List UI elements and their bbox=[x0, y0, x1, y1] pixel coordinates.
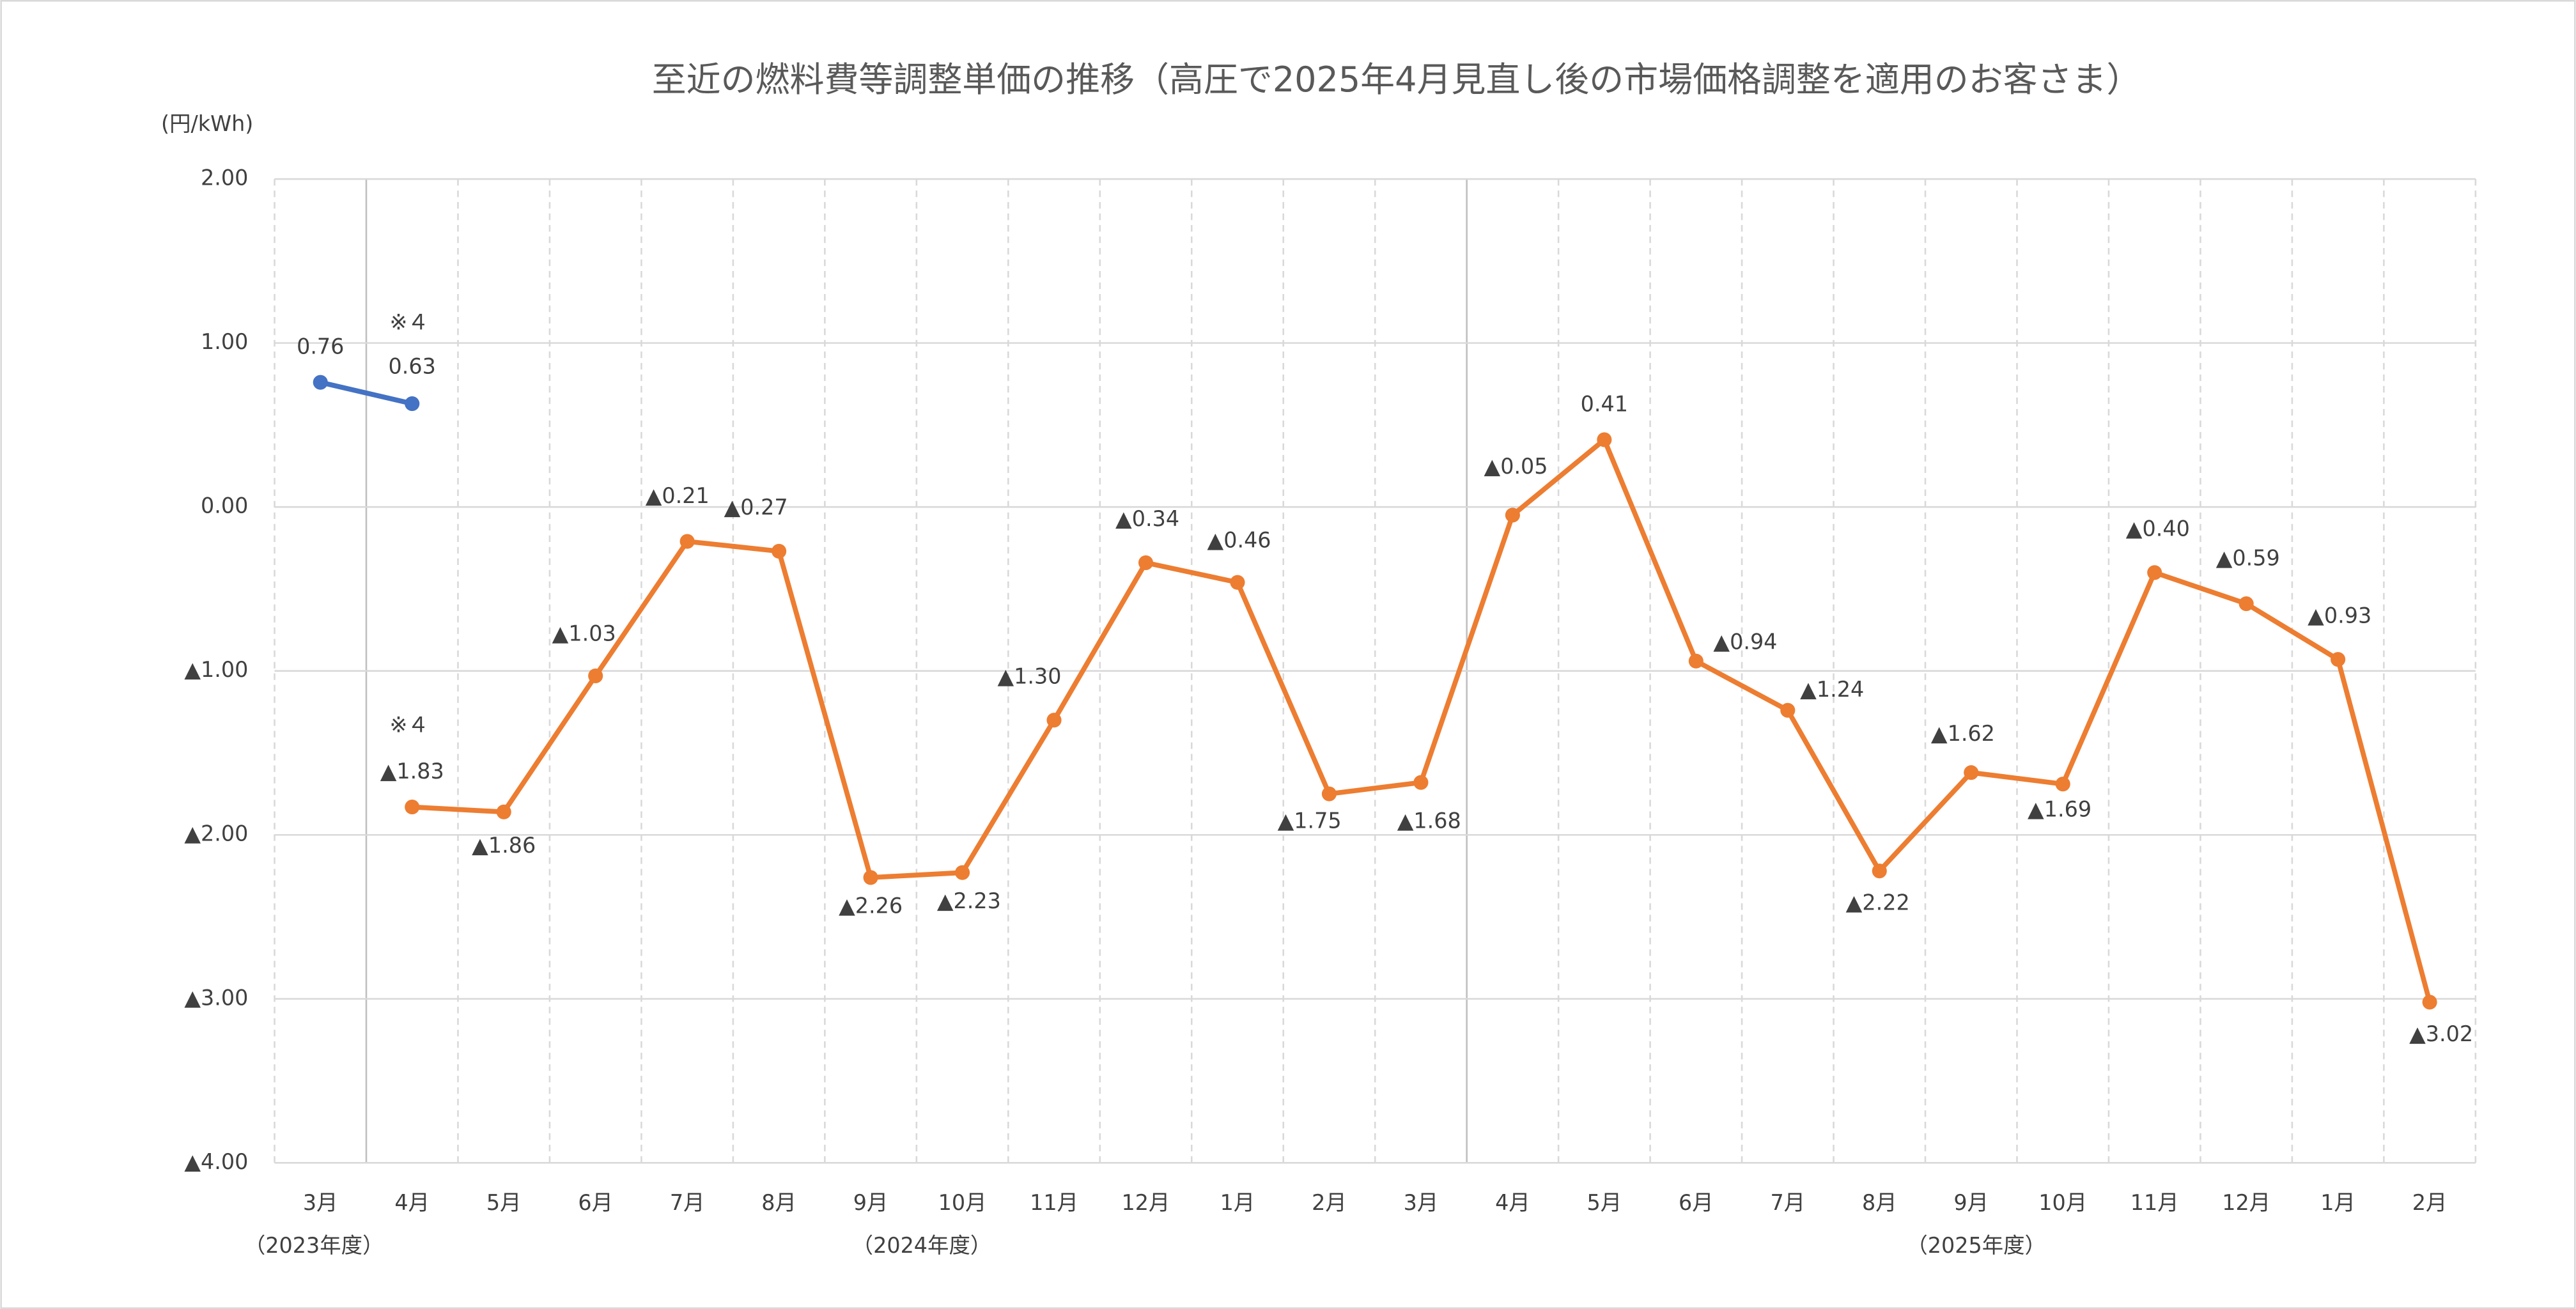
y-axis-label: (円/kWh) bbox=[161, 111, 253, 136]
data-point bbox=[2238, 596, 2254, 612]
x-tick-label: 5月 bbox=[1587, 1190, 1622, 1215]
data-label: ▲1.24 bbox=[1800, 677, 1864, 702]
x-tick-label: 5月 bbox=[486, 1190, 522, 1215]
x-tick-label: 4月 bbox=[1495, 1190, 1530, 1215]
data-point bbox=[1505, 507, 1520, 523]
period-label: （2025年度） bbox=[1906, 1233, 2046, 1258]
data-point bbox=[1138, 555, 1154, 570]
data-label: ▲1.75 bbox=[1278, 808, 1342, 833]
data-label: ▲2.26 bbox=[839, 894, 903, 918]
data-label: ▲2.23 bbox=[937, 888, 1001, 913]
data-point bbox=[1321, 786, 1337, 802]
data-label: ▲1.86 bbox=[472, 833, 536, 858]
annotation: ※４ bbox=[390, 310, 429, 335]
x-tick-label: 4月 bbox=[394, 1190, 430, 1215]
x-tick-label: 9月 bbox=[853, 1190, 888, 1215]
data-point bbox=[863, 870, 878, 885]
x-tick-label: 1月 bbox=[1220, 1190, 1255, 1215]
data-point bbox=[405, 396, 420, 412]
period-label: （2023年度） bbox=[244, 1233, 384, 1258]
data-point bbox=[955, 865, 970, 880]
data-label: ▲1.03 bbox=[552, 621, 616, 646]
y-tick-label: 2.00 bbox=[201, 166, 248, 190]
data-label: ▲1.69 bbox=[2028, 796, 2091, 821]
x-tick-label: 10月 bbox=[938, 1190, 987, 1215]
data-label: ▲1.83 bbox=[380, 759, 444, 784]
x-tick-label: 9月 bbox=[1953, 1190, 1989, 1215]
y-tick-label: ▲1.00 bbox=[184, 657, 248, 682]
data-label: ▲0.59 bbox=[2216, 546, 2280, 571]
x-tick-label: 11月 bbox=[1030, 1190, 1078, 1215]
data-label: ▲0.40 bbox=[2126, 516, 2190, 541]
data-label: ▲1.30 bbox=[997, 663, 1061, 688]
y-tick-label: ▲3.00 bbox=[184, 985, 248, 1010]
x-tick-label: 12月 bbox=[2222, 1190, 2270, 1215]
data-label: 0.41 bbox=[1581, 392, 1628, 417]
y-tick-label: ▲2.00 bbox=[184, 821, 248, 846]
data-label: ▲0.46 bbox=[1207, 527, 1271, 552]
chart-title: 至近の燃料費等調整単価の推移（高圧で2025年4月見直し後の市場価格調整を適用の… bbox=[652, 59, 2141, 100]
y-tick-label: 1.00 bbox=[201, 329, 248, 354]
data-point bbox=[772, 543, 787, 559]
x-tick-label: 8月 bbox=[1862, 1190, 1897, 1215]
data-label: ▲0.34 bbox=[1115, 506, 1179, 531]
data-point bbox=[2055, 777, 2070, 792]
x-tick-label: 10月 bbox=[2038, 1190, 2087, 1215]
data-point bbox=[1230, 575, 1245, 590]
data-label: ▲1.68 bbox=[1397, 808, 1461, 833]
data-point bbox=[1872, 864, 1887, 879]
data-point bbox=[313, 375, 328, 390]
data-label: ▲1.62 bbox=[1931, 721, 1995, 746]
annotation: ※４ bbox=[390, 712, 429, 737]
x-tick-label: 6月 bbox=[1679, 1190, 1714, 1215]
data-label: ▲0.94 bbox=[1713, 630, 1777, 654]
y-tick-label: 0.00 bbox=[201, 493, 248, 518]
data-point bbox=[679, 534, 695, 549]
x-tick-label: 1月 bbox=[2320, 1190, 2355, 1215]
data-point bbox=[496, 804, 511, 819]
x-tick-label: 2月 bbox=[1312, 1190, 1347, 1215]
data-label: ▲0.93 bbox=[2308, 603, 2371, 628]
x-tick-label: 6月 bbox=[578, 1190, 613, 1215]
x-tick-label: 7月 bbox=[1770, 1190, 1805, 1215]
data-point bbox=[2147, 565, 2162, 580]
x-tick-label: 7月 bbox=[670, 1190, 705, 1215]
x-tick-label: 3月 bbox=[1404, 1190, 1439, 1215]
data-label: ▲2.22 bbox=[1846, 890, 1910, 915]
x-tick-label: 2月 bbox=[2412, 1190, 2448, 1215]
data-point bbox=[1597, 432, 1612, 447]
data-point bbox=[1688, 653, 1703, 669]
data-point bbox=[1413, 775, 1429, 790]
data-point bbox=[588, 668, 603, 683]
data-label: ▲0.05 bbox=[1484, 454, 1548, 479]
x-tick-label: 12月 bbox=[1122, 1190, 1170, 1215]
data-label: ▲0.27 bbox=[724, 495, 788, 520]
data-point bbox=[2422, 995, 2437, 1010]
x-tick-label: 8月 bbox=[761, 1190, 796, 1215]
period-label: （2024年度） bbox=[852, 1233, 992, 1258]
data-label: 0.76 bbox=[297, 334, 344, 359]
x-tick-label: 11月 bbox=[2130, 1190, 2179, 1215]
data-label: ▲0.21 bbox=[646, 483, 710, 508]
data-point bbox=[1046, 713, 1062, 728]
data-label: ▲3.02 bbox=[2409, 1021, 2473, 1046]
y-tick-label: ▲4.00 bbox=[184, 1149, 248, 1174]
series-line bbox=[320, 380, 413, 407]
data-point bbox=[1964, 765, 1979, 780]
x-tick-label: 3月 bbox=[303, 1190, 338, 1215]
data-point bbox=[1780, 702, 1796, 718]
data-point bbox=[2331, 652, 2346, 667]
data-point bbox=[405, 800, 420, 815]
data-label: 0.63 bbox=[389, 354, 436, 379]
